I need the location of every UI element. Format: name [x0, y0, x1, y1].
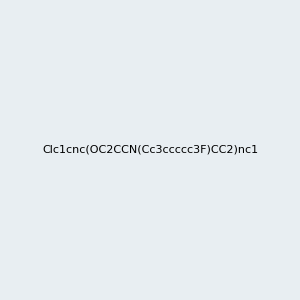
Text: Clc1cnc(OC2CCN(Cc3ccccc3F)CC2)nc1: Clc1cnc(OC2CCN(Cc3ccccc3F)CC2)nc1 — [42, 145, 258, 155]
